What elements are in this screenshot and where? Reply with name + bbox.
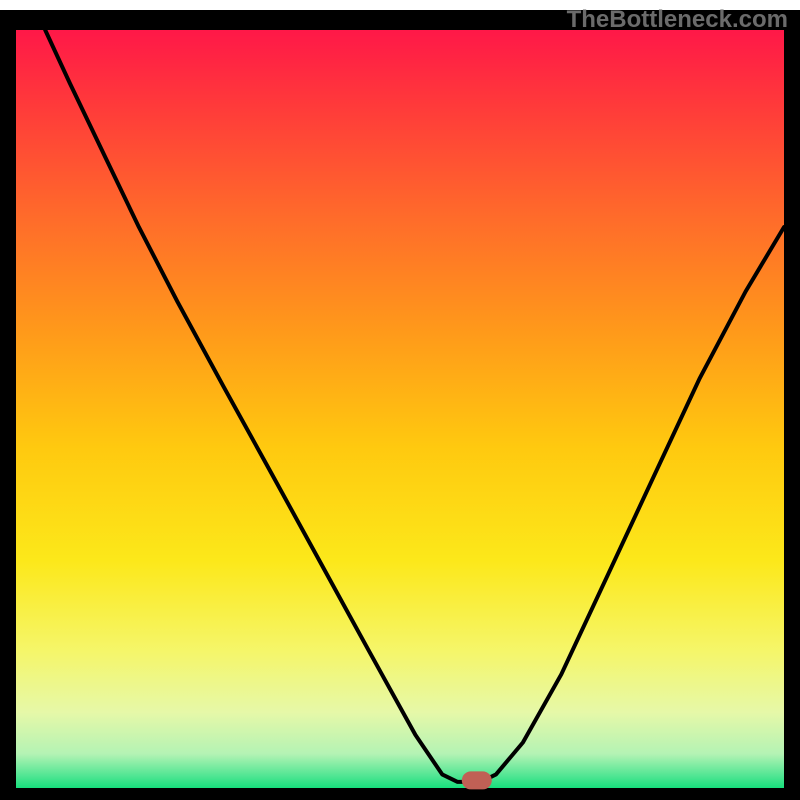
bottleneck-chart	[0, 0, 800, 800]
watermark-text: TheBottleneck.com	[567, 6, 788, 34]
optimal-point-marker	[462, 771, 492, 789]
chart-gradient-background	[16, 30, 784, 788]
